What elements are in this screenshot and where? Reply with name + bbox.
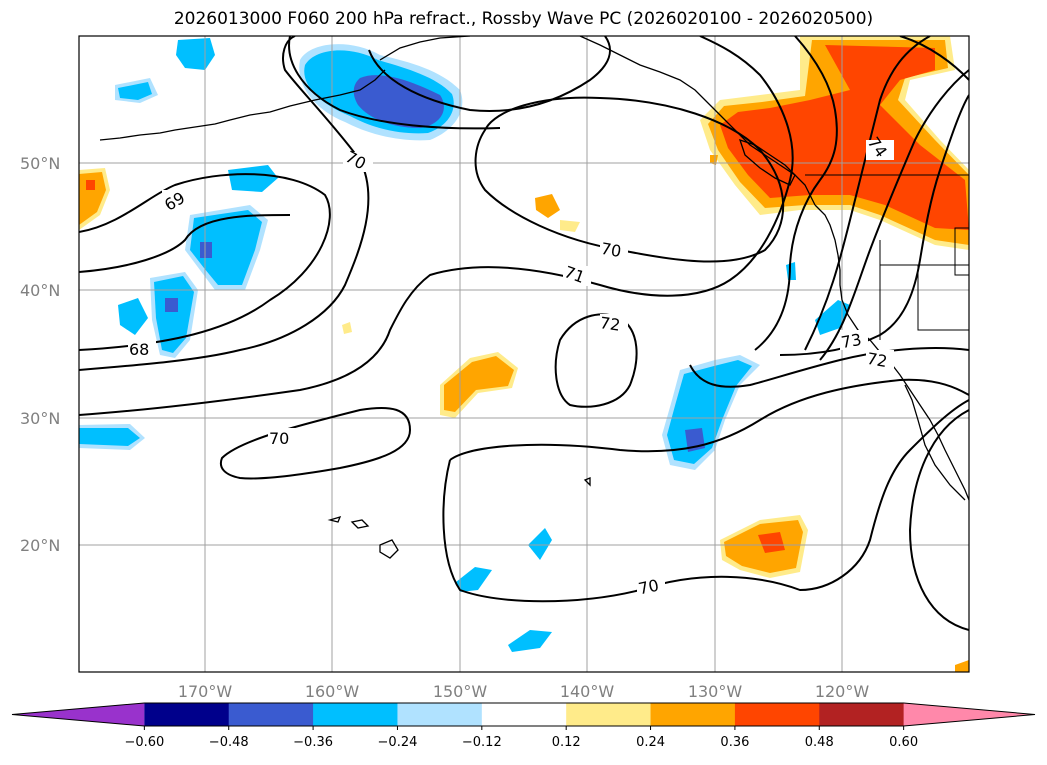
colorbar-segment	[397, 703, 483, 726]
lon-tick-label: 120°W	[815, 682, 870, 701]
colorbar-segment	[144, 703, 230, 726]
map-border	[78, 35, 970, 673]
colorbar-segment	[12, 703, 145, 726]
colorbar-segment	[228, 703, 314, 726]
colorbar-tick-label: 0.60	[889, 735, 918, 750]
contour-label: 73	[840, 330, 863, 352]
contour-label: 70	[269, 429, 289, 448]
lat-tick-label: 30°N	[20, 409, 60, 428]
coastlines	[99, 36, 969, 559]
colorbar-tick-label: 0.48	[805, 735, 834, 750]
colorbar-segment	[481, 703, 567, 726]
colorbar-tick-label: −0.12	[462, 735, 502, 750]
lat-tick-label: 50°N	[20, 154, 60, 173]
contour-label-group: 70 69 68 70 71 72 70 70 73 72 74	[128, 133, 894, 598]
colorbar-tick-label: −0.36	[293, 735, 333, 750]
gridlines	[79, 36, 969, 672]
contours	[79, 36, 969, 631]
colorbar-tick-label: 0.24	[636, 735, 665, 750]
lon-tick-label: 140°W	[560, 682, 615, 701]
lat-tick-label: 20°N	[20, 536, 60, 555]
lon-tick-label: 170°W	[178, 682, 233, 701]
lat-tick-label: 40°N	[20, 281, 60, 300]
contour-label: 68	[129, 340, 149, 359]
lon-axis: 170°W 160°W 150°W 140°W 130°W 120°W	[178, 682, 870, 701]
colorbar-segment	[903, 703, 1035, 726]
colorbar-segment	[734, 703, 820, 726]
colorbar: −0.60 −0.48 −0.36 −0.24 −0.12 0.12 0.24 0.36 0.4…	[11, 702, 1036, 750]
colorbar-tick-label: −0.48	[209, 735, 249, 750]
lon-tick-label: 130°W	[688, 682, 743, 701]
colorbar-segment	[313, 703, 398, 726]
colorbar-segment	[650, 703, 736, 726]
colorbar-segment	[819, 703, 905, 726]
contour-label: 70	[637, 576, 661, 599]
contour-label: 72	[599, 313, 622, 335]
shading-layer	[79, 36, 969, 672]
map-title: 2026013000 F060 200 hPa refract., Rossby…	[173, 9, 874, 29]
colorbar-tick-label: 0.36	[720, 735, 749, 750]
colorbar-tick-label: −0.60	[124, 735, 164, 750]
colorbar-segment	[566, 703, 652, 726]
lon-tick-label: 150°W	[433, 682, 488, 701]
lon-tick-label: 160°W	[305, 682, 360, 701]
colorbar-tick-label: −0.24	[378, 735, 418, 750]
contour-label: 72	[865, 349, 888, 371]
lat-axis: 50°N 40°N 30°N 20°N	[20, 154, 60, 555]
colorbar-tick-label: 0.12	[552, 735, 581, 750]
contour-label: 70	[599, 239, 622, 261]
